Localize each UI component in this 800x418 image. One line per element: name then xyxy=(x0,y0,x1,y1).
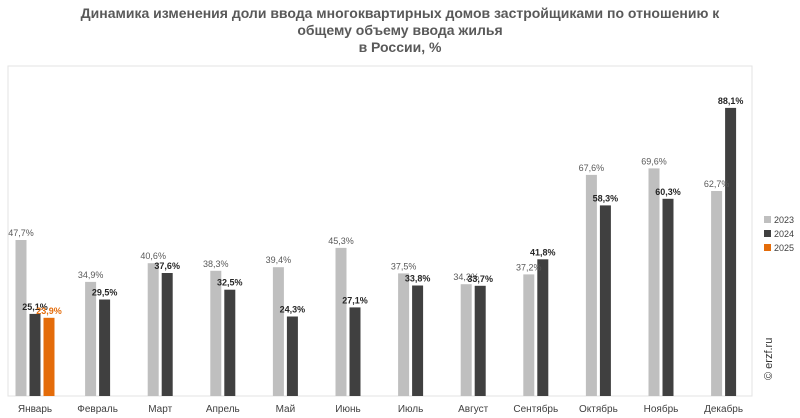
chart-title-line-1: Динамика изменения доли ввода многокварт… xyxy=(80,5,720,21)
bar-2024-9 xyxy=(537,259,549,396)
chart-title-line-3: в России, % xyxy=(358,39,442,55)
data-label-2023-11: 69,6% xyxy=(641,156,667,166)
bar-2023-2 xyxy=(85,281,97,396)
x-tick-label: Май xyxy=(276,404,296,415)
legend-label-2025: 2025 xyxy=(774,243,794,253)
bar-2023-3 xyxy=(147,263,159,396)
legend-swatch-2024 xyxy=(764,230,771,237)
bar-2023-7 xyxy=(398,273,410,396)
data-label-2023-2: 34,9% xyxy=(78,270,104,280)
x-tick-label: Сентябрь xyxy=(513,403,558,415)
legend-swatch-2025 xyxy=(764,244,771,251)
x-tick-label: Февраль xyxy=(77,404,118,415)
value-labels-layer: 47,7% 25,1%23,9% 34,9% 29,5% 40,6%37,6% 38,3%… xyxy=(8,96,743,316)
bar-2023-6 xyxy=(335,247,347,396)
x-tick-label: Июль xyxy=(398,404,424,415)
bar-2024-1 xyxy=(29,313,41,396)
bar-2024-12 xyxy=(725,107,737,397)
bar-2023-11 xyxy=(648,168,660,396)
data-label-2023-8: 34,2% xyxy=(453,272,479,282)
bar-2023-8 xyxy=(460,284,472,396)
data-label-2023-1: 47,7% xyxy=(8,228,34,238)
data-label-2024-1: 25,1% xyxy=(22,302,48,312)
x-tick-label: Декабрь xyxy=(704,403,743,415)
bar-2024-4 xyxy=(224,289,236,396)
x-tick-label: Апрель xyxy=(206,404,240,415)
x-tick-label: Август xyxy=(458,404,489,415)
data-label-2024-12: 88,1% xyxy=(718,96,744,106)
chart-title-line-2: общему объему ввода жилья xyxy=(297,22,503,38)
bar-2023-4 xyxy=(210,270,222,396)
legend: 2023 2024 2025 xyxy=(764,215,794,253)
bar-2025-1 xyxy=(43,317,55,396)
bar-2024-3 xyxy=(161,273,173,396)
watermark: © erzf.ru xyxy=(763,337,775,380)
data-label-2024-2: 29,5% xyxy=(92,288,118,298)
x-tick-label: Ноябрь xyxy=(644,403,679,415)
bar-2024-8 xyxy=(474,285,486,396)
legend-swatch-2023 xyxy=(764,216,771,223)
data-label-2025-1: 23,9% xyxy=(36,306,62,316)
data-label-2024-9: 41,8% xyxy=(530,247,556,257)
plot-frame xyxy=(7,65,753,397)
legend-label-2023: 2023 xyxy=(774,215,794,225)
data-label-2024-6: 27,1% xyxy=(342,295,368,305)
chart-title: Динамика изменения доли ввода многокварт… xyxy=(0,5,800,56)
bar-2023-12 xyxy=(711,191,723,396)
x-tick-label: Январь xyxy=(18,404,52,415)
data-label-2023-3: 40,6% xyxy=(140,251,166,261)
bar-2024-2 xyxy=(99,299,111,396)
bar-2024-7 xyxy=(412,285,424,396)
bar-2023-1 xyxy=(15,240,27,396)
bar-2024-10 xyxy=(599,205,611,396)
data-label-2023-9: 37,2% xyxy=(516,262,542,272)
data-label-2024-11: 60,3% xyxy=(655,187,681,197)
x-tick-label: Октябрь xyxy=(579,403,618,415)
data-label-2023-7: 37,5% xyxy=(391,261,417,271)
legend-label-2024: 2024 xyxy=(774,229,794,239)
bar-2024-11 xyxy=(662,198,674,396)
bars-layer xyxy=(15,107,737,397)
x-tick-label: Март xyxy=(148,404,172,415)
data-label-2023-12: 62,7% xyxy=(704,179,730,189)
data-label-2024-8: 33,7% xyxy=(467,274,493,284)
data-label-2023-6: 45,3% xyxy=(328,236,354,246)
data-label-2024-3: 37,6% xyxy=(154,261,180,271)
bar-2023-5 xyxy=(272,267,284,396)
data-label-2024-10: 58,3% xyxy=(593,193,619,203)
data-label-2024-5: 24,3% xyxy=(280,305,306,315)
x-tick-label: Июнь xyxy=(335,404,360,415)
bar-2023-10 xyxy=(585,174,597,396)
bar-2024-6 xyxy=(349,307,361,396)
bar-2023-9 xyxy=(523,274,535,396)
bar-2024-5 xyxy=(286,316,298,396)
x-axis-labels: Январь Февраль Март Апрель Май Июнь Июль Август… xyxy=(18,403,743,415)
data-label-2024-7: 33,8% xyxy=(405,274,431,284)
data-label-2023-10: 67,6% xyxy=(579,163,605,173)
data-label-2023-4: 38,3% xyxy=(203,259,229,269)
data-label-2024-4: 32,5% xyxy=(217,278,243,288)
data-label-2023-5: 39,4% xyxy=(266,255,292,265)
